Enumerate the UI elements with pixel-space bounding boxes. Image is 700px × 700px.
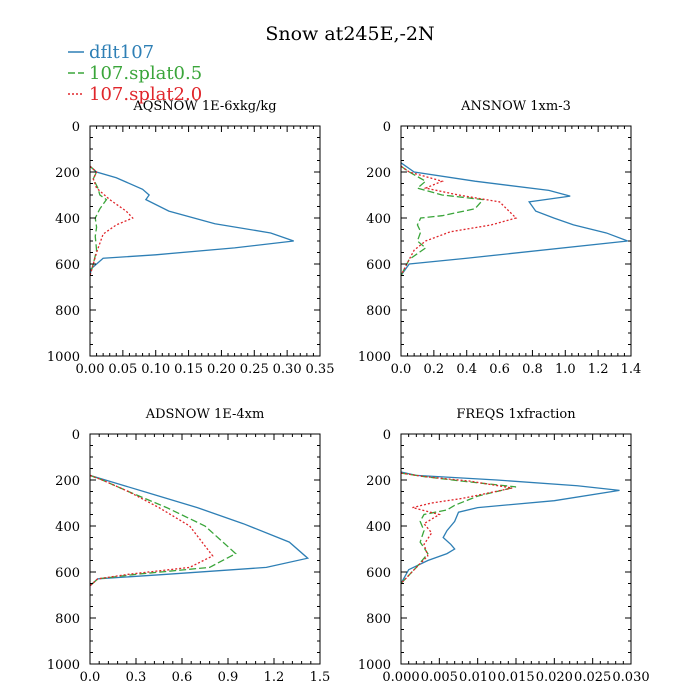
x-tick-label: 0.30 bbox=[273, 362, 302, 377]
y-tick-label: 200 bbox=[55, 166, 80, 181]
x-tick-label: 0.010 bbox=[459, 670, 496, 685]
chart-panel-2: ANSNOW 1xm-3 0.0 0.2 0.4 0.6 0.8 1.0 1.2 1.4 0 200… bbox=[358, 99, 641, 377]
series-line-107-splat2-0 bbox=[90, 474, 214, 587]
x-tick-label: 0.0 bbox=[391, 362, 412, 377]
y-tick-label: 1000 bbox=[358, 658, 391, 673]
y-tick-label: 0 bbox=[383, 428, 391, 443]
y-tick-label: 1000 bbox=[47, 350, 80, 365]
y-tick-label: 600 bbox=[55, 566, 80, 581]
x-tick-label: 1.4 bbox=[621, 362, 642, 377]
y-tick-label: 400 bbox=[55, 520, 80, 535]
x-tick-label: 0.35 bbox=[306, 362, 335, 377]
x-tick-label: 0.3 bbox=[126, 670, 147, 685]
legend-label: 107.splat2.0 bbox=[89, 84, 202, 105]
y-tick-label: 800 bbox=[55, 612, 80, 627]
x-tick-label: 0.4 bbox=[456, 362, 477, 377]
series-line-107-splat0-5 bbox=[90, 474, 237, 587]
x-tick-label: 0.030 bbox=[612, 670, 649, 685]
x-tick-label: 0.15 bbox=[174, 362, 203, 377]
x-tick-label: 0.10 bbox=[141, 362, 170, 377]
series-line-107-splat0-5 bbox=[401, 472, 517, 584]
series-line-dflt107 bbox=[401, 162, 628, 276]
panel-title: FREQS 1xfraction bbox=[456, 407, 576, 422]
y-tick-label: 1000 bbox=[47, 658, 80, 673]
legend-item: dflt107 bbox=[68, 42, 154, 63]
y-tick-label: 800 bbox=[55, 304, 80, 319]
y-tick-label: 0 bbox=[72, 120, 80, 135]
legend-label: dflt107 bbox=[89, 42, 154, 63]
x-tick-label: 0.6 bbox=[489, 362, 510, 377]
x-tick-label: 0.9 bbox=[218, 670, 239, 685]
y-tick-label: 400 bbox=[55, 212, 80, 227]
y-tick-label: 600 bbox=[366, 258, 391, 273]
y-tick-label: 400 bbox=[366, 212, 391, 227]
y-tick-label: 600 bbox=[55, 258, 80, 273]
series-line-dflt107 bbox=[401, 471, 620, 584]
y-tick-label: 200 bbox=[366, 474, 391, 489]
plot-frame bbox=[89, 125, 321, 357]
x-tick-label: 0.015 bbox=[497, 670, 534, 685]
x-tick-label: 0.0 bbox=[80, 670, 101, 685]
legend-label: 107.splat0.5 bbox=[89, 63, 202, 84]
x-tick-label: 1.2 bbox=[264, 670, 285, 685]
plot-frame bbox=[400, 125, 632, 357]
y-tick-label: 1000 bbox=[358, 350, 391, 365]
y-tick-label: 800 bbox=[366, 304, 391, 319]
legend-item: 107.splat2.0 bbox=[68, 84, 202, 105]
legend-item: 107.splat0.5 bbox=[68, 63, 202, 84]
plot-frame bbox=[400, 433, 632, 665]
x-tick-label: 1.5 bbox=[310, 670, 331, 685]
y-tick-label: 200 bbox=[55, 474, 80, 489]
y-tick-label: 0 bbox=[72, 428, 80, 443]
x-tick-label: 0.25 bbox=[240, 362, 269, 377]
plot-frame bbox=[89, 433, 321, 665]
series-line-107-splat2-0 bbox=[401, 472, 513, 584]
x-tick-label: 0.000 bbox=[382, 670, 419, 685]
x-tick-label: 0.020 bbox=[536, 670, 573, 685]
x-tick-label: 0.6 bbox=[172, 670, 193, 685]
x-tick-label: 0.8 bbox=[522, 362, 543, 377]
x-tick-label: 0.005 bbox=[421, 670, 458, 685]
chart-panel-1: AQSNOW 1E-6xkg/kg 0.00 0.05 0.10 0.15 0.20 0.2… bbox=[47, 99, 335, 377]
x-tick-label: 0.00 bbox=[76, 362, 105, 377]
x-tick-label: 0.2 bbox=[424, 362, 445, 377]
y-tick-label: 200 bbox=[366, 166, 391, 181]
chart-panel-3: ADSNOW 1E-4xm 0.0 0.3 0.6 0.9 1.2 1.5 0 200 400 60… bbox=[47, 407, 330, 685]
figure-title: Snow at245E,-2N bbox=[265, 23, 434, 45]
x-tick-label: 0.025 bbox=[574, 670, 611, 685]
y-tick-label: 400 bbox=[366, 520, 391, 535]
y-tick-label: 0 bbox=[383, 120, 391, 135]
x-tick-label: 1.0 bbox=[555, 362, 576, 377]
x-tick-label: 1.2 bbox=[588, 362, 609, 377]
panel-title: ANSNOW 1xm-3 bbox=[460, 99, 571, 114]
series-line-dflt107 bbox=[90, 474, 310, 587]
y-tick-label: 800 bbox=[366, 612, 391, 627]
series-line-107-splat0-5 bbox=[90, 165, 108, 276]
series-line-107-splat2-0 bbox=[90, 165, 134, 276]
y-tick-label: 600 bbox=[366, 566, 391, 581]
series-line-dflt107 bbox=[90, 165, 294, 276]
x-tick-label: 0.05 bbox=[108, 362, 137, 377]
panel-title: ADSNOW 1E-4xm bbox=[145, 407, 265, 422]
series-line-107-splat0-5 bbox=[401, 165, 485, 276]
x-tick-label: 0.20 bbox=[207, 362, 236, 377]
series-line-107-splat2-0 bbox=[401, 165, 518, 276]
panel-title: AQSNOW 1E-6xkg/kg bbox=[132, 99, 276, 114]
